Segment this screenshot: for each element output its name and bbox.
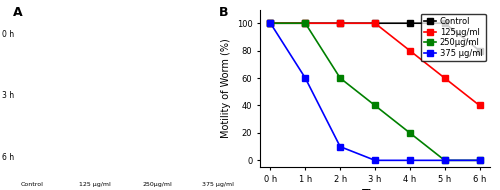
- Line: Control: Control: [268, 21, 482, 53]
- Control: [337, 22, 343, 24]
- 250µg/ml: [337, 77, 343, 79]
- 375 µg/ml: [268, 22, 274, 24]
- Legend: Control, 125µg/ml, 250µg/ml, 375 µg/ml: Control, 125µg/ml, 250µg/ml, 375 µg/ml: [420, 14, 486, 61]
- 125µg/ml: [407, 50, 413, 52]
- 375 µg/ml: [372, 159, 378, 162]
- Text: Control: Control: [21, 182, 44, 187]
- 250µg/ml: [302, 22, 308, 24]
- 375 µg/ml: [476, 159, 482, 162]
- Text: B: B: [218, 6, 228, 19]
- Control: [442, 22, 448, 24]
- 250µg/ml: [476, 159, 482, 162]
- 125µg/ml: [442, 77, 448, 79]
- 250µg/ml: [442, 159, 448, 162]
- 125µg/ml: [268, 22, 274, 24]
- 375 µg/ml: [302, 77, 308, 79]
- 375 µg/ml: [442, 159, 448, 162]
- 375 µg/ml: [407, 159, 413, 162]
- Y-axis label: Motility of Worm (%): Motility of Worm (%): [221, 39, 231, 138]
- 250µg/ml: [372, 104, 378, 107]
- Text: 3 h: 3 h: [2, 90, 14, 100]
- Line: 125µg/ml: 125µg/ml: [268, 21, 482, 108]
- Text: 375 µg/ml: 375 µg/ml: [202, 182, 234, 187]
- 375 µg/ml: [337, 146, 343, 148]
- Line: 250µg/ml: 250µg/ml: [268, 21, 482, 163]
- Control: [268, 22, 274, 24]
- Control: [302, 22, 308, 24]
- Text: 250µg/ml: 250µg/ml: [142, 182, 172, 187]
- 125µg/ml: [372, 22, 378, 24]
- 125µg/ml: [302, 22, 308, 24]
- Text: 6 h: 6 h: [2, 153, 14, 162]
- 125µg/ml: [476, 104, 482, 107]
- X-axis label: Time: Time: [362, 189, 388, 190]
- Line: 375 µg/ml: 375 µg/ml: [268, 21, 482, 163]
- Control: [407, 22, 413, 24]
- Text: 0 h: 0 h: [2, 30, 14, 39]
- 250µg/ml: [268, 22, 274, 24]
- Text: A: A: [12, 6, 22, 19]
- Control: [476, 50, 482, 52]
- 125µg/ml: [337, 22, 343, 24]
- Text: 125 µg/ml: 125 µg/ml: [79, 182, 111, 187]
- Control: [372, 22, 378, 24]
- 250µg/ml: [407, 132, 413, 134]
